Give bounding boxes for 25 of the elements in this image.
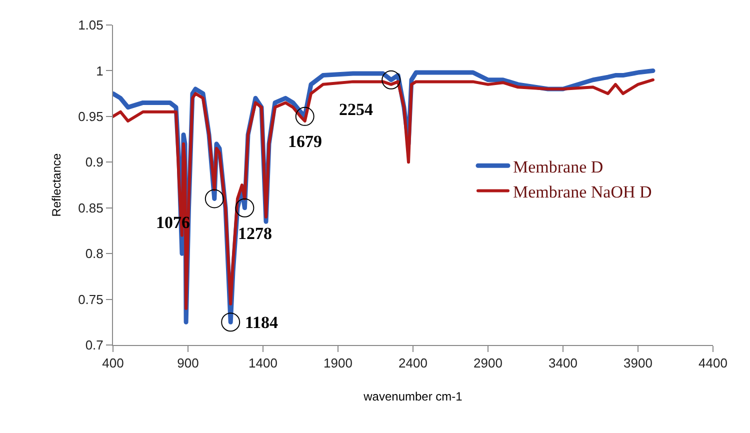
y-axis-title: Reflectance: [49, 152, 64, 217]
y-tick-label: 0.95: [78, 108, 104, 124]
x-tick-label: 3900: [624, 356, 652, 371]
annotation: 1679: [288, 132, 322, 151]
annotation: 1184: [245, 313, 279, 332]
x-tick-label: 400: [102, 356, 124, 371]
y-tick-label: 0.75: [78, 292, 104, 307]
y-tick-label: 0.7: [85, 338, 104, 353]
legend-label: Membrane D: [513, 157, 604, 176]
y-tick-label: 0.8: [85, 246, 104, 262]
x-tick-label: 3400: [548, 356, 578, 371]
annotation: 2254: [339, 100, 374, 119]
legend-label: Membrane NaOH D: [513, 182, 652, 202]
y-tick-label: 0.85: [78, 200, 104, 216]
x-tick-label: 1900: [324, 356, 352, 371]
x-tick-label: 1400: [248, 356, 278, 371]
x-tick-label: 4400: [698, 356, 728, 371]
x-tick-label: 2900: [474, 356, 502, 371]
x-tick-label: 900: [177, 356, 199, 371]
x-tick-label: 2400: [398, 356, 428, 371]
y-tick-label: 1: [96, 63, 104, 78]
y-tick-label: 0.9: [85, 154, 104, 170]
y-tick-label: 1.05: [78, 18, 104, 33]
x-axis-title: wavenumber cm-1: [362, 390, 463, 404]
annotation: 1278: [238, 224, 272, 243]
